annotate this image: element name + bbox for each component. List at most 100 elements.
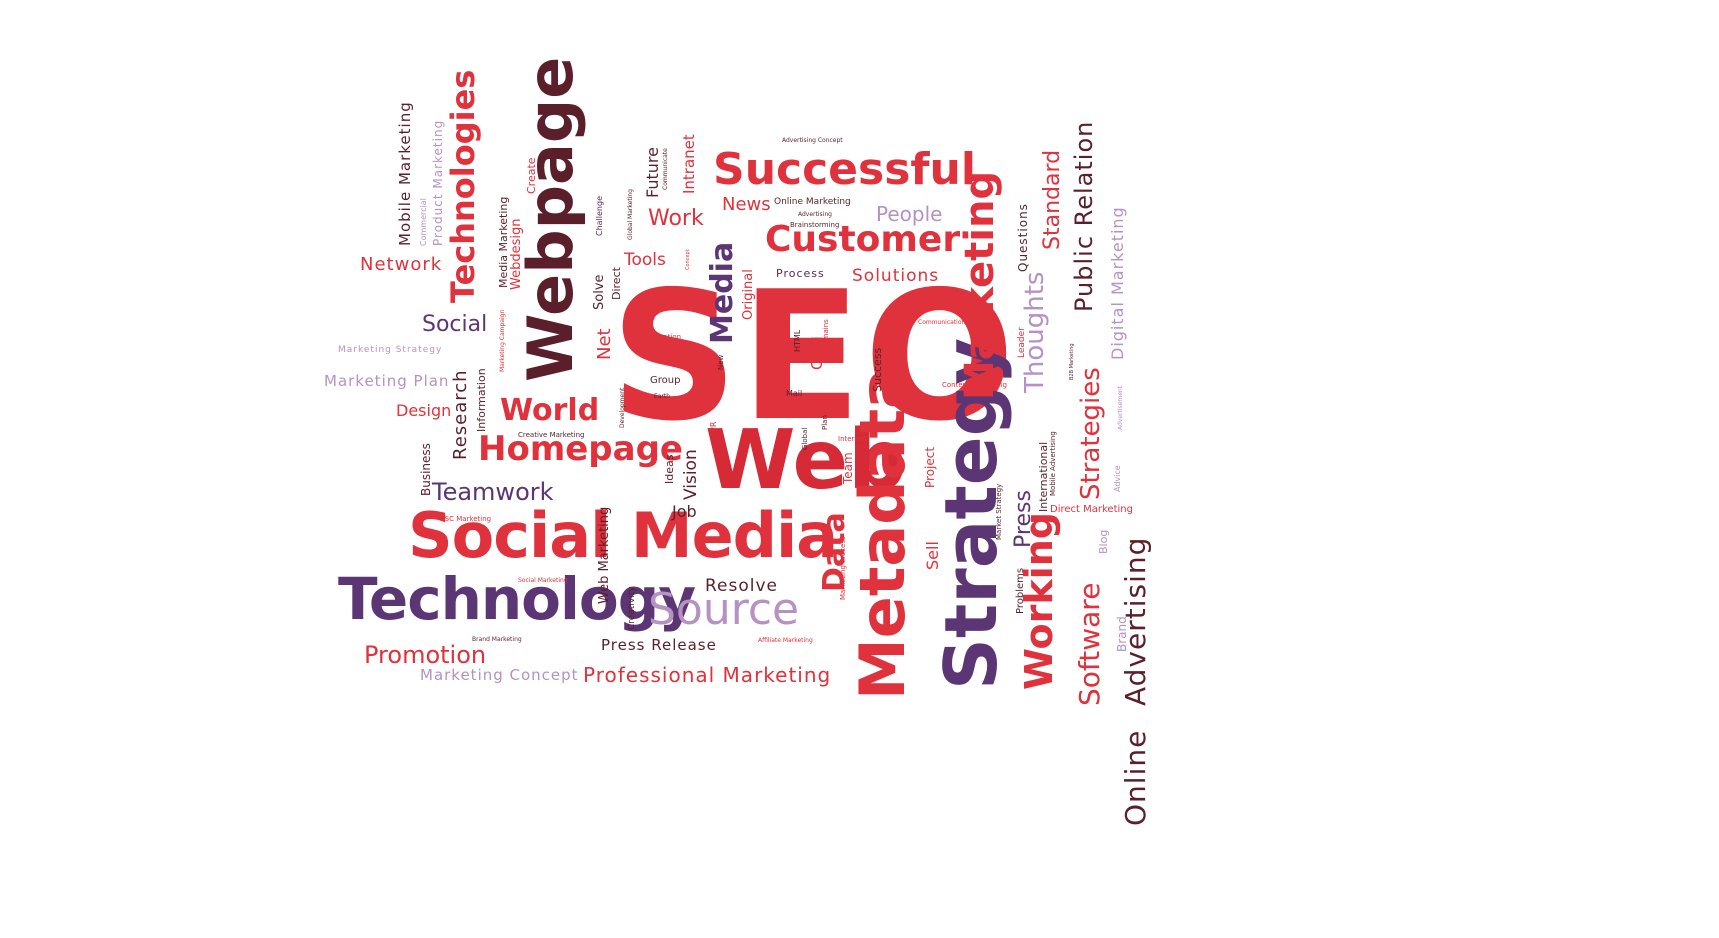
word-create: Create — [525, 157, 538, 194]
word-successful: Successful — [713, 144, 976, 195]
word-creativity: Creativity — [627, 586, 637, 630]
word-domains: Domains — [822, 319, 830, 350]
word-brand: Brand — [1115, 616, 1129, 652]
word-resolve: Resolve — [705, 576, 779, 596]
word-online: Online — [1119, 729, 1152, 826]
word-b2b-marketing: B2B Marketing — [1069, 343, 1075, 380]
word-intranet: Intranet — [680, 134, 698, 194]
word-public-relation: Public Relation — [1070, 120, 1098, 312]
word-marketing-plan: Marketing Plan — [324, 372, 450, 390]
word-social-media: Social Media — [408, 499, 838, 572]
word-world: World — [500, 393, 600, 428]
word-technologies: Technologies — [444, 69, 482, 303]
word-global-marketing: Global Marketing — [627, 189, 634, 240]
word-marketing-concept: Marketing Concept — [420, 666, 579, 684]
word-web-marketing: Web Marketing — [597, 506, 612, 604]
word-advice-advertisement: Advice — [1113, 465, 1122, 492]
word-creative-marketing: Creative Marketing — [518, 431, 585, 439]
word-business: Business — [419, 443, 433, 496]
word-market-strategy: Market Strategy — [995, 483, 1003, 540]
word-people: People — [876, 202, 943, 226]
word-software: Software — [1073, 582, 1106, 706]
word-mobile-marketing: Mobile Marketing — [396, 101, 414, 246]
word-teamwork: Teamwork — [432, 478, 554, 506]
word-web: Web — [705, 413, 907, 508]
word-new: New — [717, 354, 725, 370]
word-job: Job — [672, 502, 697, 521]
word-html: HTML — [793, 329, 802, 352]
word-challenge: Challenge — [595, 196, 604, 236]
word-brainstorming: Brainstorming — [790, 221, 840, 229]
word-bsc-marketing: BSC Marketing — [440, 515, 492, 523]
word-team: Team — [841, 452, 855, 484]
word-solve: Solve — [592, 274, 607, 310]
word-vision: Vision — [681, 449, 701, 500]
word-communication: Communication — [918, 319, 966, 326]
word-customer: Customer — [765, 219, 961, 260]
word-mobile-advertising: Mobile Advertising — [1049, 431, 1057, 496]
word-standard: Standard — [1040, 149, 1065, 250]
word-digital-marketing: Digital Marketing — [1108, 206, 1127, 360]
word-media-marketing: Media Marketing — [497, 196, 510, 288]
word-webdesign: Webdesign — [509, 218, 524, 290]
word-questions: Questions — [1016, 203, 1030, 272]
word-concept: Concept — [685, 249, 691, 270]
word-seo: SEO — [610, 253, 1018, 460]
word-advertisement: Advertisement — [1117, 385, 1124, 430]
word-content-marketing: Content Marketing — [942, 381, 1007, 389]
word-process: Process — [776, 267, 825, 280]
word-solutions: Solutions — [852, 266, 940, 286]
word-merchandising: Merchandising — [903, 299, 976, 310]
word-direct-marketing: Direct Marketing — [1050, 504, 1133, 515]
word-pr: PR — [709, 421, 718, 432]
word-communicate: Communicate — [662, 148, 669, 190]
word-marketing: Marketing — [957, 170, 1003, 400]
word-marketing-process: Marketing Process — [839, 536, 847, 600]
word-success: Success — [871, 347, 884, 392]
word-product-marketing: Product Marketing — [431, 119, 445, 246]
word-direct: Direct — [610, 267, 623, 300]
word-affiliate-marketing: Affiliate Marketing — [758, 637, 813, 644]
word-source: Source — [648, 584, 800, 635]
word-marketing-campaign: Marketing Campaign — [499, 309, 506, 372]
word-problems: Problems — [1015, 567, 1026, 614]
word-tools: Tools — [624, 250, 666, 270]
word-leader: Leader — [1017, 327, 1027, 358]
word-original: Original — [741, 269, 756, 320]
word-blog: Blog — [1097, 529, 1110, 554]
word-plan: Plan — [821, 415, 829, 430]
word-net: Net — [594, 328, 615, 360]
word-brand-marketing: Brand Marketing — [472, 636, 522, 643]
word-social: Social — [422, 312, 488, 337]
word-earth: Earth — [654, 393, 671, 400]
word-media: Media — [705, 241, 740, 344]
word-press-release: Press Release — [601, 636, 717, 654]
word-ideas: Ideas — [663, 454, 676, 484]
word-advertising-concept: Advertising Concept — [782, 137, 843, 144]
word-internet: Internet — [838, 435, 866, 443]
word-project: Project — [923, 446, 937, 488]
word-news: News — [722, 194, 771, 215]
word-work: Work — [648, 206, 704, 231]
word-design: Design — [396, 401, 452, 420]
word-social-marketing: Social Marketing — [518, 577, 568, 584]
word-homepage: Homepage — [478, 429, 683, 469]
word-development: Development — [619, 387, 626, 428]
word-sell: Sell — [923, 541, 942, 570]
word-group: Group — [650, 375, 681, 386]
word-webpage: Webpage — [514, 56, 587, 382]
word-global: Global — [801, 427, 809, 450]
word-strategies: Strategies — [1076, 367, 1106, 500]
word-professional-marketing: Professional Marketing — [583, 663, 832, 687]
word-information: Information — [475, 368, 488, 432]
word-innovation: Innovation — [644, 333, 682, 341]
word-future: Future — [643, 147, 662, 198]
word-technology: Technology — [338, 565, 696, 633]
word-network: Network — [360, 254, 443, 275]
word-commercial: Commercial — [419, 198, 428, 246]
word-marketing-strategy: Marketing Strategy — [338, 345, 443, 355]
word-international: International — [1037, 441, 1050, 512]
word-metadata: Metadata — [846, 367, 919, 700]
word-research: Research — [450, 369, 471, 460]
